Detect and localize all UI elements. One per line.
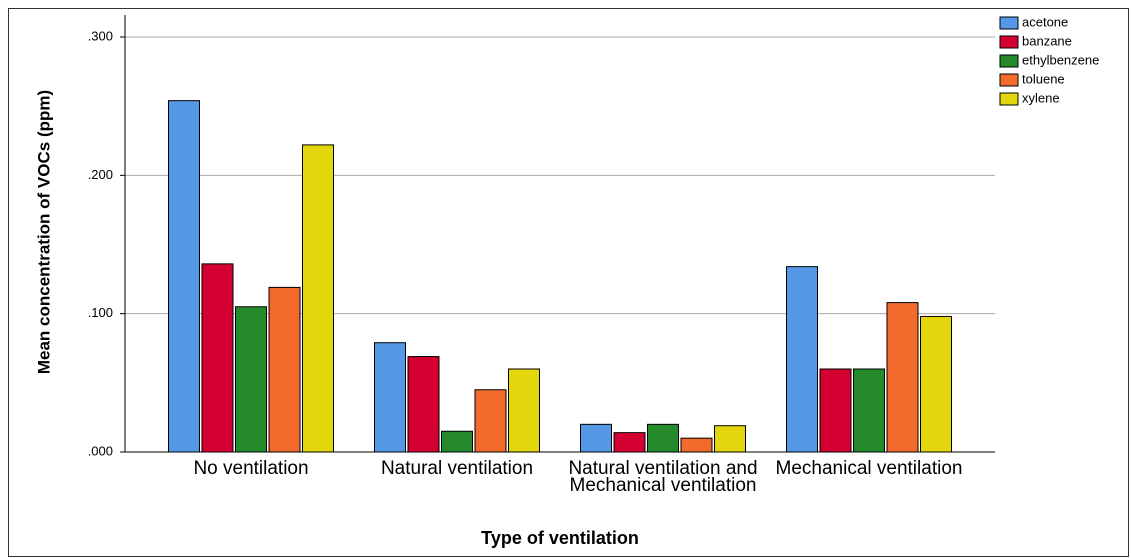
bar (407, 356, 440, 453)
y-tick-label: .300 (88, 28, 113, 43)
bar (613, 432, 646, 453)
frame (8, 8, 1129, 557)
legend-label: xylene (1022, 90, 1060, 105)
x-tick-label: Mechanical ventilation (775, 458, 963, 479)
bar (680, 437, 713, 453)
y-tick-label: .100 (88, 305, 113, 320)
bar (441, 430, 473, 453)
bar (580, 423, 612, 453)
bar (474, 389, 507, 453)
bar (235, 306, 267, 453)
legend-swatch (999, 73, 1019, 87)
x-tick-label: Natural ventilation (380, 458, 534, 479)
y-tick-label: .000 (88, 443, 113, 458)
bar (920, 315, 952, 453)
bar (302, 144, 334, 453)
x-tick-label: Natural ventilation and Mechanical venti… (568, 458, 758, 496)
legend-label: toluene (1022, 71, 1065, 86)
legend-label: acetone (1022, 14, 1068, 29)
bar (886, 302, 919, 453)
bar (168, 100, 200, 453)
legend-swatch (999, 16, 1019, 30)
legend-swatch (999, 92, 1019, 106)
bar (819, 368, 852, 453)
bar (374, 342, 406, 453)
bar (786, 266, 818, 453)
legend-swatch (999, 35, 1019, 49)
y-axis-label: Mean concentration of VOCs (ppm) (34, 90, 53, 374)
legend-swatch (999, 54, 1019, 68)
y-tick-label: .200 (88, 167, 113, 182)
bar (647, 423, 679, 453)
x-tick-label: No ventilation (193, 458, 309, 479)
legend-label: banzane (1022, 33, 1072, 48)
bar (268, 286, 301, 453)
bar (853, 368, 885, 453)
bar (201, 263, 234, 453)
bar (714, 425, 746, 453)
legend-label: ethylbenzene (1022, 52, 1099, 67)
bar (508, 368, 540, 453)
x-axis-label: Type of ventilation (481, 528, 639, 548)
